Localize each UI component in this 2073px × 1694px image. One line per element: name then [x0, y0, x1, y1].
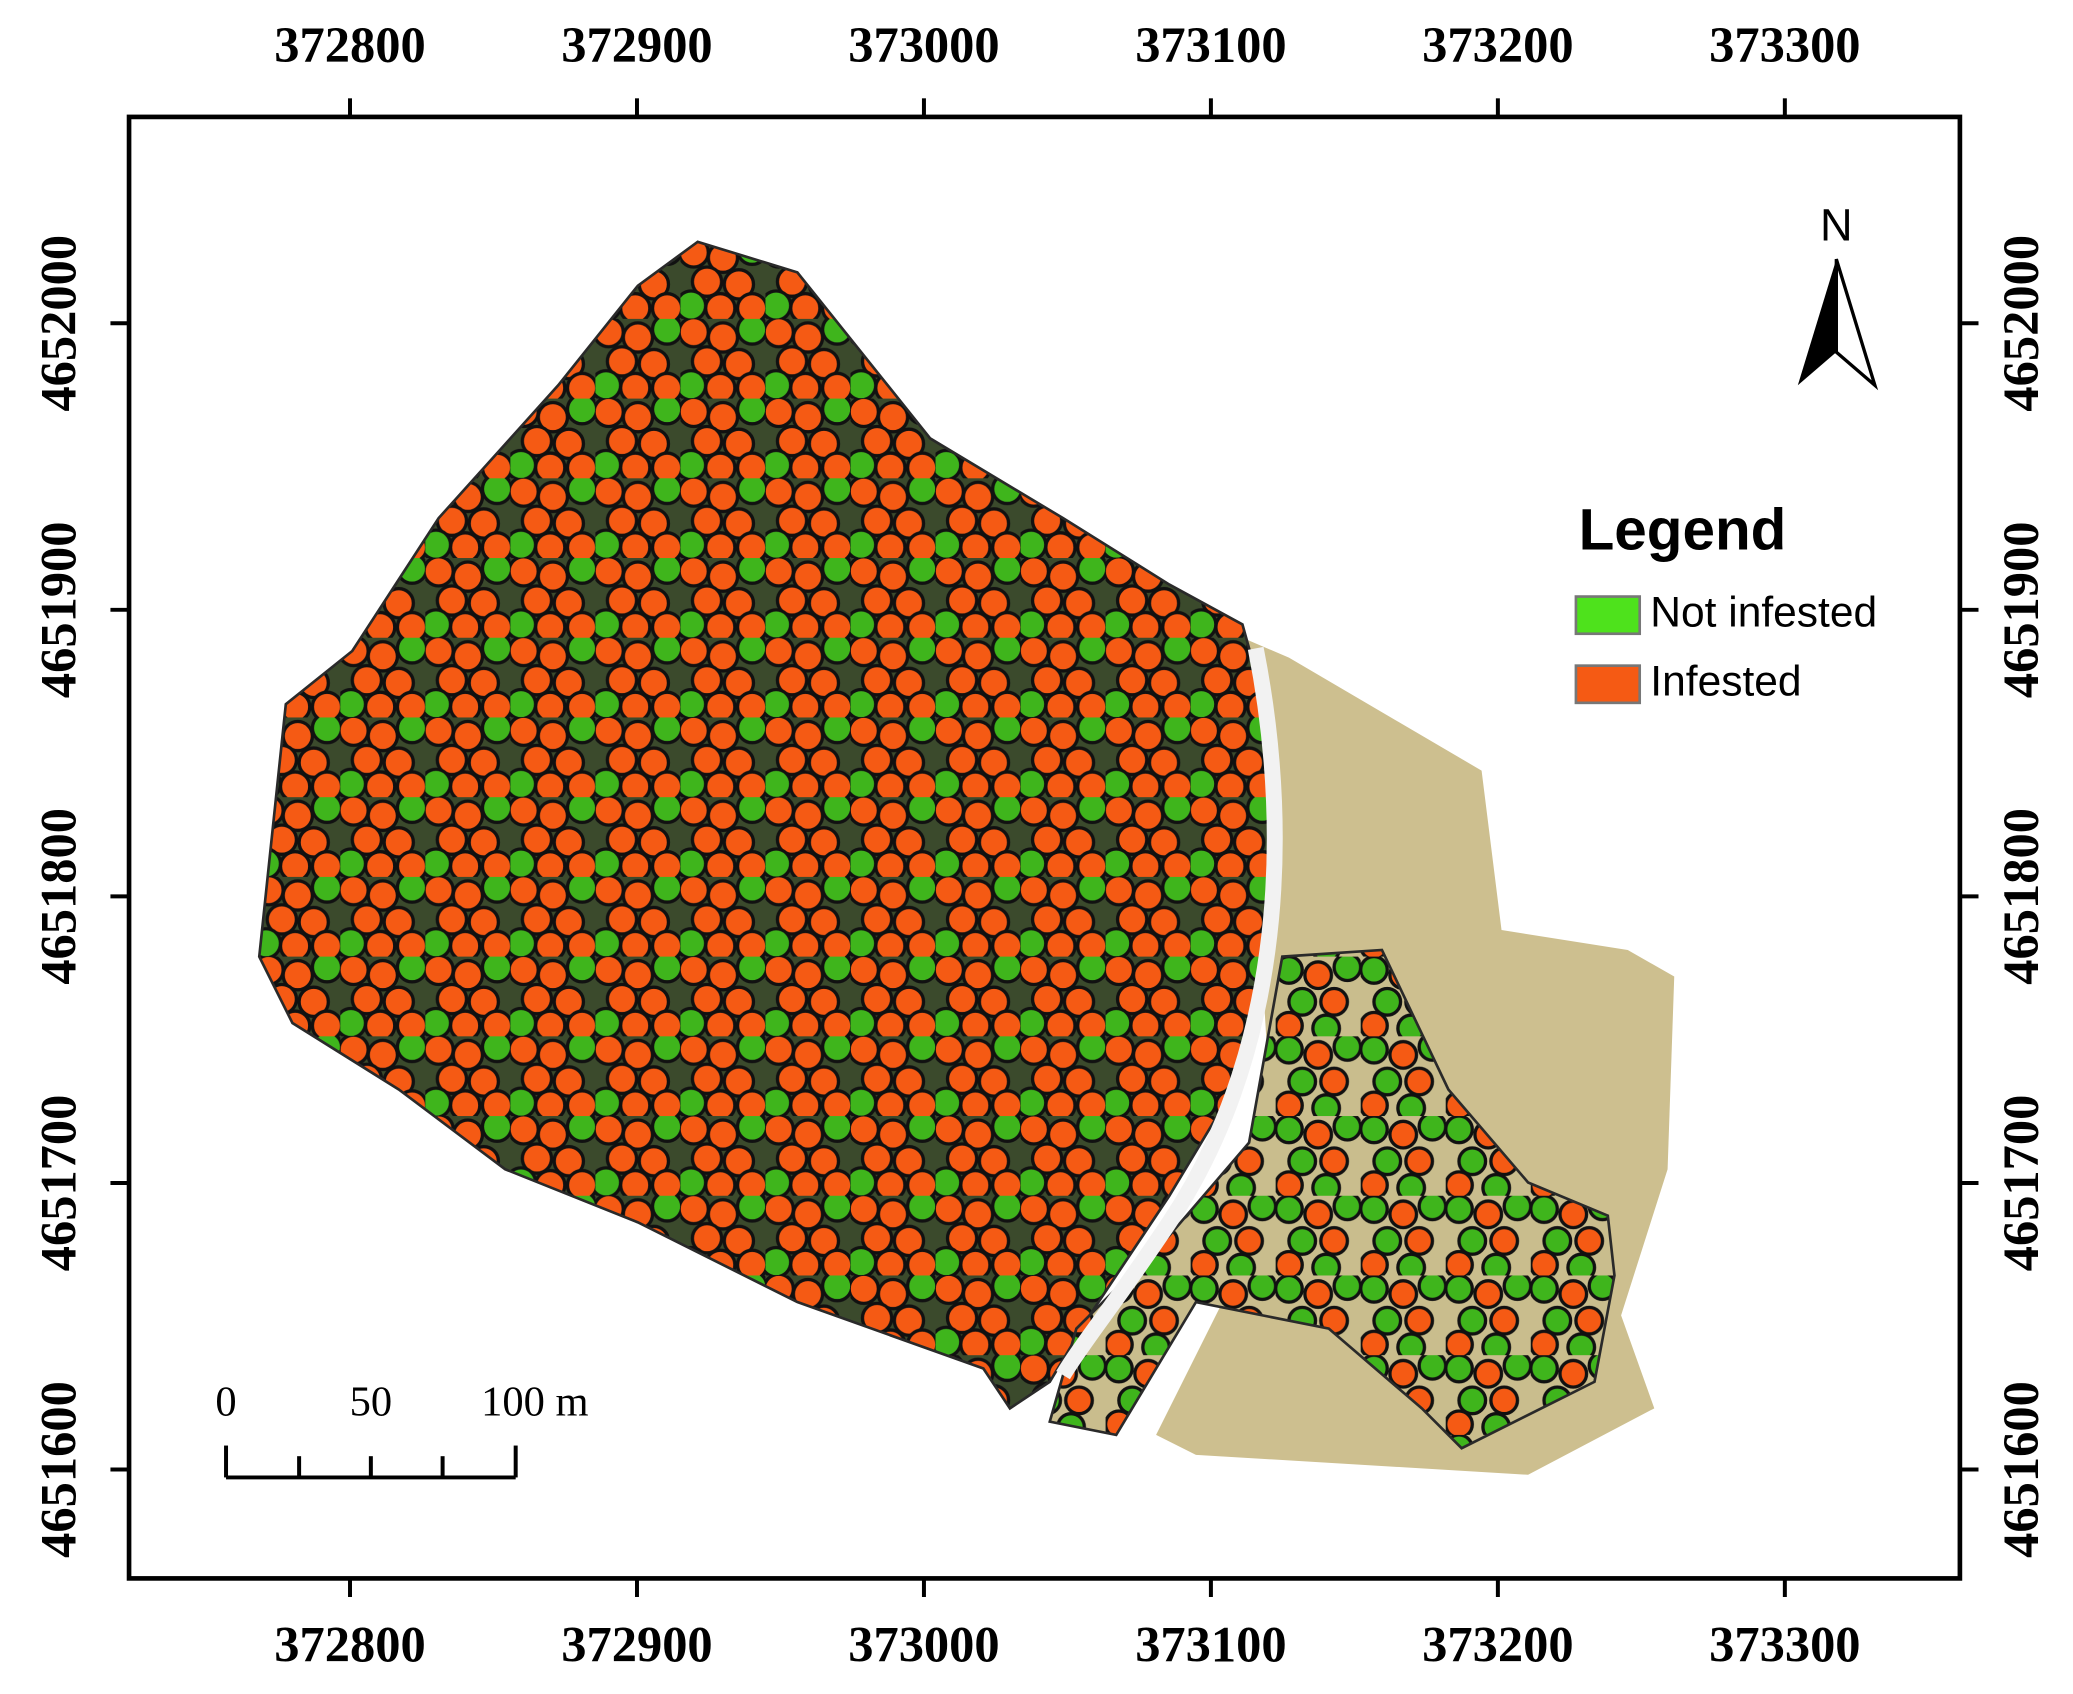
x-tick-label-top: 373100: [1135, 17, 1286, 73]
x-tick-label-top: 373300: [1709, 17, 1860, 73]
scale-bar: 0 50 100 m: [215, 1378, 589, 1480]
legend: Legend Not infested Infested: [1574, 498, 1877, 705]
legend-swatch: [1574, 664, 1642, 705]
x-tick-label-bottom: 373100: [1135, 1617, 1286, 1673]
y-tick-label-right: 4651600: [1993, 1381, 2049, 1558]
x-tick-label-bottom: 373000: [848, 1617, 999, 1673]
y-tick-label-left: 4651800: [31, 808, 87, 985]
scale-label: 0: [215, 1378, 236, 1425]
y-tick-label-right: 4652000: [1993, 235, 2049, 412]
y-tick-label-left: 4651900: [31, 521, 87, 698]
legend-label: Infested: [1650, 658, 1801, 705]
north-arrow: N: [1797, 199, 1879, 391]
north-arrow-right: [1834, 258, 1879, 391]
road: [1056, 646, 1283, 1380]
y-tick-label-right: 4651800: [1993, 808, 2049, 985]
y-tick-label-left: 4651700: [31, 1095, 87, 1272]
y-tick-label-right: 4651900: [1993, 521, 2049, 698]
legend-title: Legend: [1579, 498, 1787, 563]
scale-label: 50: [350, 1378, 392, 1425]
x-tick-label-bottom: 372900: [561, 1617, 712, 1673]
y-tick-label-right: 4651700: [1993, 1095, 2049, 1272]
north-label: N: [1820, 199, 1853, 250]
y-tick-label-left: 4651600: [31, 1381, 87, 1558]
x-tick-label-bottom: 372800: [274, 1617, 425, 1673]
legend-swatch: [1574, 595, 1642, 636]
scale-label: 100 m: [481, 1378, 588, 1425]
x-tick-label-bottom: 373300: [1709, 1617, 1860, 1673]
imagery: [257, 240, 1675, 1475]
x-tick-label-top: 372800: [274, 17, 425, 73]
y-tick-label-left: 4652000: [31, 235, 87, 412]
x-tick-label-top: 372900: [561, 17, 712, 73]
x-tick-label-top: 373000: [848, 17, 999, 73]
legend-label: Not infested: [1650, 589, 1877, 636]
x-tick-label-bottom: 373200: [1422, 1617, 1573, 1673]
north-arrow-left: [1797, 259, 1837, 386]
map-frame: [126, 114, 1963, 1581]
x-tick-label-top: 373200: [1422, 17, 1573, 73]
